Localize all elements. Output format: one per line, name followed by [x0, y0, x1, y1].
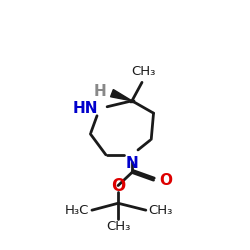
Text: N: N — [126, 156, 138, 170]
Text: CH₃: CH₃ — [148, 204, 172, 217]
Text: H: H — [94, 84, 106, 99]
Text: O: O — [111, 176, 125, 194]
Text: HN: HN — [72, 101, 98, 116]
Polygon shape — [110, 90, 132, 101]
Text: H₃C: H₃C — [65, 204, 90, 217]
Text: O: O — [159, 173, 172, 188]
Text: CH₃: CH₃ — [106, 220, 130, 233]
Text: CH₃: CH₃ — [131, 65, 156, 78]
